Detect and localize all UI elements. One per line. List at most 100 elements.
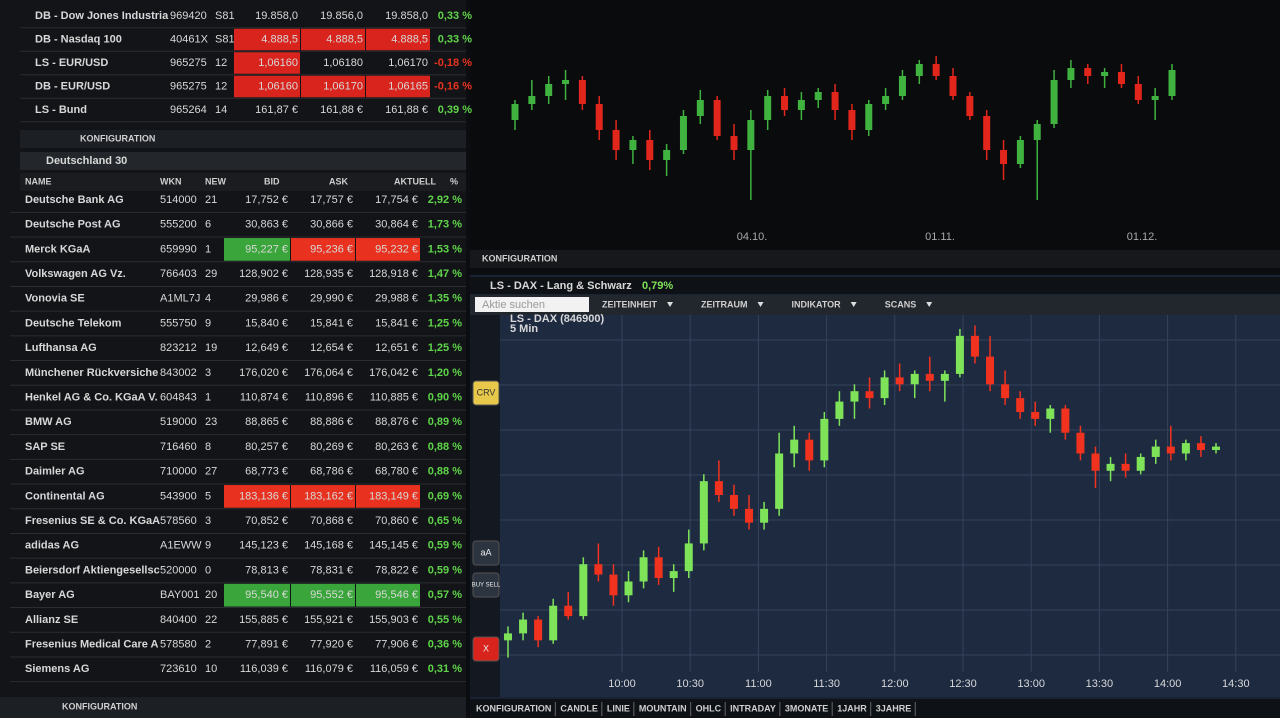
cell: 145,145 € (369, 540, 418, 552)
cell: 0 (205, 564, 211, 576)
menu-item[interactable]: SCANS (885, 299, 917, 309)
cell: 95,232 € (375, 243, 418, 255)
row-name[interactable]: Lufthansa AG (25, 342, 97, 354)
column-header[interactable]: ASK (329, 176, 349, 186)
menu-item[interactable]: ZEITRAUM (701, 299, 748, 309)
tool-button[interactable] (472, 572, 500, 598)
candle-body (663, 150, 671, 160)
watchlist-footer[interactable]: KONFIGURATION (80, 133, 155, 143)
candle-body (895, 377, 904, 385)
cell: 12,651 € (375, 342, 418, 354)
cell: 68,773 € (245, 466, 288, 478)
cell: 3 (205, 515, 211, 527)
candle-body (578, 80, 586, 104)
candle-body (835, 401, 844, 419)
candle-body (932, 64, 940, 76)
column-header[interactable]: AKTUELL (394, 176, 436, 186)
tool-button[interactable] (472, 540, 500, 566)
candle-body (781, 96, 789, 110)
row-name[interactable]: LS - EUR/USD (35, 57, 108, 69)
search-box[interactable] (475, 297, 589, 312)
tool-button[interactable] (472, 636, 500, 662)
cell: 1 (205, 392, 211, 404)
candle-body (940, 373, 949, 381)
cell: 519000 (160, 416, 197, 428)
row-name[interactable]: Merck KGaA (25, 243, 90, 255)
column-header[interactable]: NAME (25, 176, 52, 186)
candle-body (848, 110, 856, 130)
toolbar-button[interactable]: KONFIGURATION (476, 703, 551, 713)
column-header[interactable]: % (450, 176, 458, 186)
cell: 20 (205, 589, 217, 601)
toolbar-button[interactable]: MOUNTAIN (639, 703, 687, 713)
chart-interval: 5 Min (510, 323, 538, 335)
cell: 161,87 € (255, 104, 298, 116)
cell: 1,06170 (388, 57, 428, 69)
row-name[interactable]: SAP SE (25, 441, 65, 453)
row-name[interactable]: Beiersdorf Aktiengesellsc (25, 564, 160, 576)
table-footer[interactable]: KONFIGURATION (62, 701, 137, 711)
row-name[interactable]: Continental AG (25, 490, 105, 502)
toolbar-button[interactable]: 3JAHRE (876, 703, 912, 713)
candle-body (1212, 446, 1220, 451)
toolbar-button[interactable]: LINIE (607, 703, 630, 713)
cell: 145,123 € (239, 540, 288, 552)
toolbar-button[interactable]: OHLC (696, 703, 722, 713)
cell: 1,47 % (428, 268, 462, 280)
dax-menu-bar (470, 295, 1280, 315)
row-name[interactable]: BMW AG (25, 416, 72, 428)
cell: 19.856,0 (320, 10, 363, 22)
row-name[interactable]: adidas AG (25, 540, 79, 552)
cell: 0,59 % (428, 540, 462, 552)
row-name[interactable]: Siemens AG (25, 663, 89, 675)
row-name[interactable]: Fresenius Medical Care A (25, 639, 159, 651)
row-name[interactable]: Volkswagen AG Vz. (25, 268, 126, 280)
cell: 9 (205, 540, 211, 552)
row-name[interactable]: DB - EUR/USD (35, 80, 110, 92)
cell: 17,752 € (245, 194, 288, 206)
cell-highlight (224, 238, 290, 261)
row-name[interactable]: LS - Bund (35, 104, 87, 116)
candle-body (986, 356, 995, 385)
row-name[interactable]: Deutsche Bank AG (25, 194, 124, 206)
candle-body (545, 84, 553, 96)
row-name[interactable]: Allianz SE (25, 614, 78, 626)
column-header[interactable]: NEW (205, 176, 227, 186)
cell-highlight (224, 485, 290, 508)
cell-highlight (366, 75, 430, 98)
toolbar-button[interactable]: 3MONATE (785, 703, 828, 713)
row-name[interactable]: DB - Dow Jones Industria (35, 10, 169, 22)
column-header[interactable]: BID (264, 176, 280, 186)
row-name[interactable]: Deutsche Post AG (25, 219, 121, 231)
toolbar-button[interactable]: 1JAHR (837, 703, 867, 713)
candle-body (1067, 68, 1075, 80)
cell: 80,269 € (310, 441, 353, 453)
candle-body (865, 104, 873, 130)
cell: 78,822 € (375, 564, 418, 576)
cell: 19 (205, 342, 217, 354)
candle-body (713, 100, 721, 136)
toolbar-button[interactable]: INTRADAY (730, 703, 776, 713)
candle-body (511, 104, 519, 120)
row-name[interactable]: Deutsche Telekom (25, 317, 122, 329)
candle-body (1106, 463, 1115, 471)
candle-body (814, 92, 822, 100)
row-name[interactable]: Bayer AG (25, 589, 75, 601)
candle-body (925, 373, 934, 381)
row-name[interactable]: Fresenius SE & Co. KGaA (25, 515, 160, 527)
menu-item[interactable]: INDIKATOR (792, 299, 842, 309)
column-header[interactable]: WKN (160, 176, 182, 186)
cell: 21 (205, 194, 217, 206)
cell: 1,06160 (258, 57, 298, 69)
x-tick-label: 04.10. (737, 231, 768, 243)
row-name[interactable]: Münchener Rückversiche (25, 367, 158, 379)
row-name[interactable]: Henkel AG & Co. KGaA V. (25, 392, 158, 404)
row-name[interactable]: Vonovia SE (25, 293, 85, 305)
row-name[interactable]: DB - Nasdaq 100 (35, 33, 122, 45)
toolbar-button[interactable]: CANDLE (560, 703, 598, 713)
top-chart-footer[interactable]: KONFIGURATION (482, 253, 557, 263)
row-name[interactable]: Daimler AG (25, 466, 85, 478)
tool-button[interactable] (472, 380, 500, 406)
menu-item[interactable]: ZEITEINHEIT (602, 299, 658, 309)
